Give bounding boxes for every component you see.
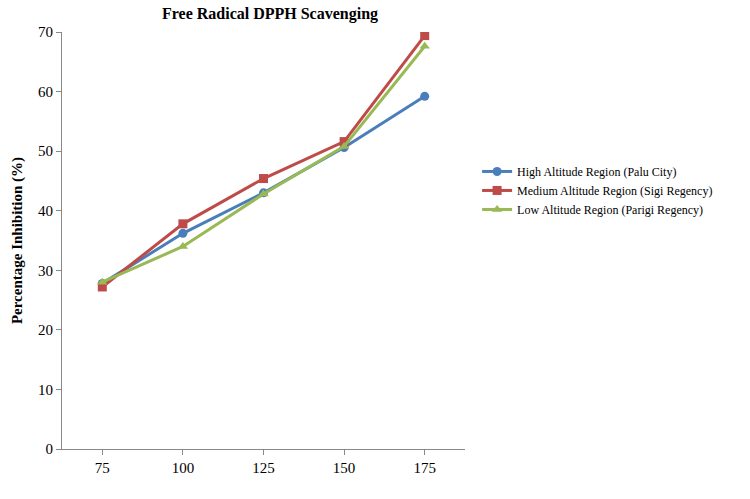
svg-text:Low Altitude Region (Parigi Re: Low Altitude Region (Parigi Regency) xyxy=(517,203,703,217)
svg-text:Percentage Inhibition (%): Percentage Inhibition (%) xyxy=(9,157,26,324)
svg-text:30: 30 xyxy=(38,263,53,279)
svg-text:100: 100 xyxy=(172,460,195,476)
svg-text:60: 60 xyxy=(38,84,53,100)
svg-text:150: 150 xyxy=(333,460,356,476)
svg-text:125: 125 xyxy=(252,460,275,476)
svg-text:Free Radical DPPH Scavenging: Free Radical DPPH Scavenging xyxy=(162,5,378,23)
svg-text:40: 40 xyxy=(38,203,53,219)
svg-text:75: 75 xyxy=(95,460,110,476)
svg-text:175: 175 xyxy=(413,460,436,476)
svg-text:0: 0 xyxy=(46,441,54,457)
svg-text:10: 10 xyxy=(38,382,53,398)
svg-text:Medium Altitude Region (Sigi R: Medium Altitude Region (Sigi Regency) xyxy=(517,184,712,198)
svg-text:20: 20 xyxy=(38,322,53,338)
svg-text:70: 70 xyxy=(38,24,53,40)
svg-text:High Altitude Region (Palu Cit: High Altitude Region (Palu City) xyxy=(517,165,676,179)
svg-text:50: 50 xyxy=(38,143,53,159)
